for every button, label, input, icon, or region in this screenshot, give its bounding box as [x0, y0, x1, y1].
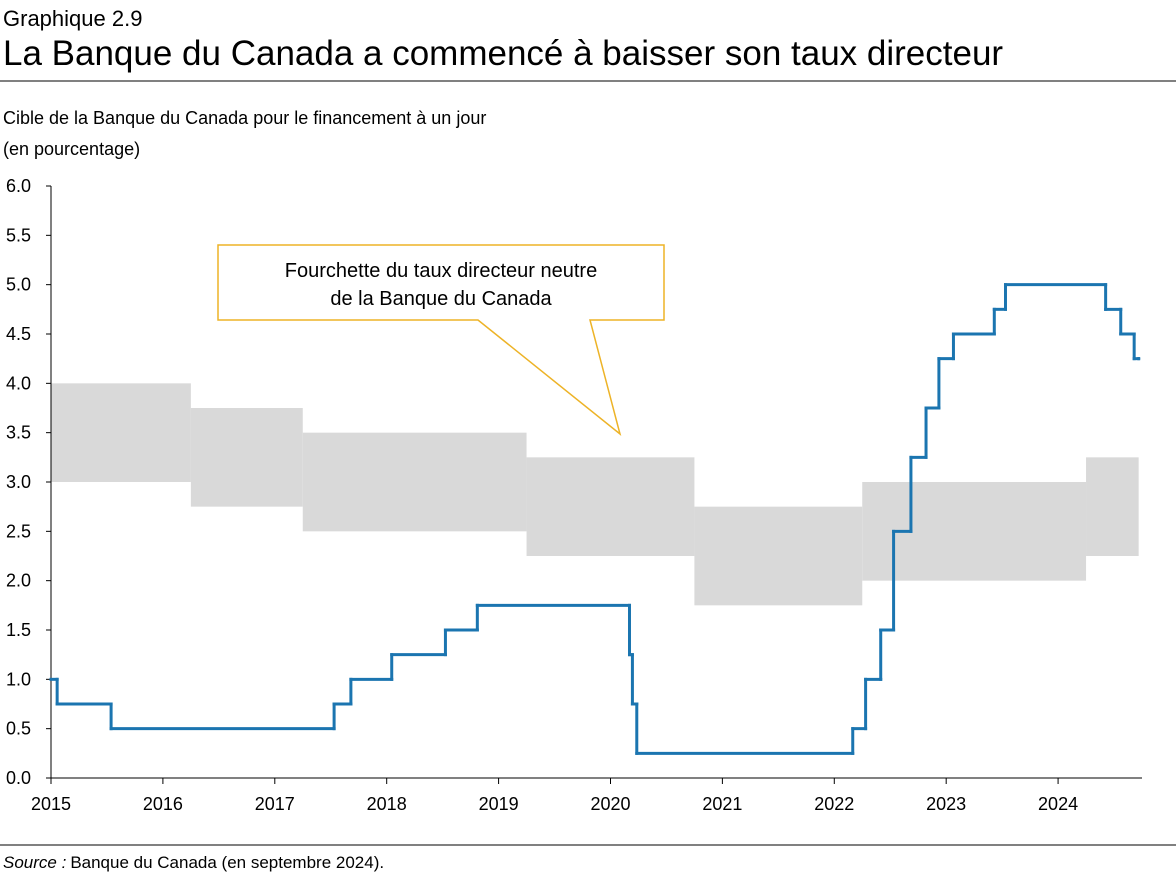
y-tick-label: 0.5 — [6, 719, 31, 739]
x-tick-label: 2016 — [143, 794, 183, 814]
y-tick-label: 6.0 — [6, 176, 31, 196]
y-axis-label: (en pourcentage) — [3, 139, 140, 159]
neutral-range — [694, 506, 863, 606]
x-tick-label: 2024 — [1038, 794, 1078, 814]
y-tick-label: 3.0 — [6, 472, 31, 492]
y-axis-label: Cible de la Banque du Canada pour le fin… — [3, 108, 486, 128]
y-tick-label: 3.5 — [6, 423, 31, 443]
y-tick-label: 2.5 — [6, 521, 31, 541]
source: Source : Banque du Canada (en septembre 2… — [3, 853, 384, 872]
y-tick-label: 4.5 — [6, 324, 31, 344]
neutral-range — [1086, 457, 1139, 556]
x-tick-label: 2023 — [926, 794, 966, 814]
chart-title: La Banque du Canada a commencé à baisser… — [3, 34, 1003, 73]
neutral-range — [526, 457, 695, 556]
step-line — [49, 283, 1141, 755]
y-tick-label: 2.0 — [6, 571, 31, 591]
step-end — [1137, 357, 1141, 361]
x-tick-label: 2017 — [255, 794, 295, 814]
y-tick-label: 5.0 — [6, 275, 31, 295]
y-tick-label: 5.5 — [6, 225, 31, 245]
x-tick-label: 2022 — [814, 794, 854, 814]
y-tick-label: 4.0 — [6, 373, 31, 393]
x-tick-label: 2020 — [590, 794, 630, 814]
chart-supertitle: Graphique 2.9 — [3, 6, 142, 31]
x-tick-label: 2018 — [367, 794, 407, 814]
callout-box — [217, 244, 665, 437]
source-label: Source : — [3, 853, 67, 872]
x-tick-label: 2015 — [31, 794, 71, 814]
source-text: Banque du Canada (en septembre 2024). — [70, 853, 384, 872]
neutral-range — [190, 408, 303, 507]
y-tick-label: 1.0 — [6, 669, 31, 689]
x-tick-label: 2019 — [479, 794, 519, 814]
neutral-range — [51, 383, 191, 482]
annotation: Fourchette du taux directeur neutre — [285, 260, 597, 282]
y-tick-label: 0.0 — [6, 768, 31, 788]
y-tick-label: 1.5 — [6, 620, 31, 640]
plot-area: 0.0 0.5 1.0 1.5 2.0 2.5 3.0 3.5 4.0 4.5 5.0 5.5 6.0 2… — [6, 176, 1142, 814]
neutral-range — [302, 432, 527, 532]
x-tick-label: 2021 — [702, 794, 742, 814]
annotation: de la Banque du Canada — [330, 288, 552, 310]
